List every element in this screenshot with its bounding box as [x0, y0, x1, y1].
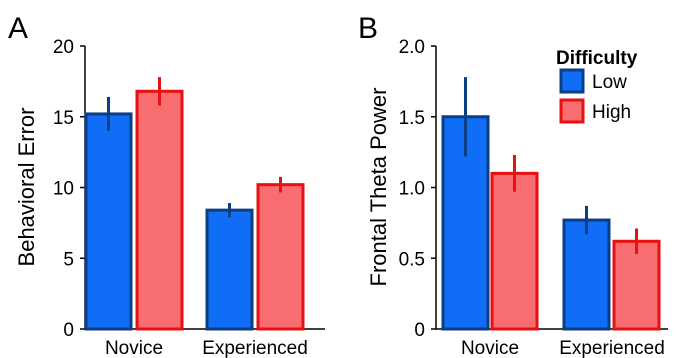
panel-b-x-tick-label-novice: Novice — [461, 338, 519, 358]
panel-a-bar-high-experienced — [256, 183, 305, 331]
panel-b-y-axis-title: Frontal Theta Power — [366, 88, 391, 287]
legend-label-high: High — [592, 102, 631, 123]
panel-b-bar-high-novice — [490, 171, 539, 331]
panel-a-y-tick-label: 0 — [63, 320, 74, 341]
panel-b-y-tick-label: 2.0 — [399, 37, 425, 58]
panel-b: B Frontal Theta Power 0 0.5 1.0 1.5 2.0 Novic… — [358, 12, 668, 358]
panel-b-y-tick-label: 1.5 — [399, 108, 425, 129]
panel-a-plot-area: 0 5 10 15 20 Novice Experienced — [53, 37, 325, 358]
panel-b-bar-low-experienced — [562, 218, 611, 331]
panel-a-x-tick-label-novice: Novice — [105, 338, 163, 358]
panel-a-y-tick-label: 10 — [53, 179, 74, 200]
panel-a-bar-low-novice — [84, 112, 133, 331]
panel-b-plot-area: 0 0.5 1.0 1.5 2.0 Novice Experienced — [399, 37, 668, 358]
panel-b-y-tick-label: 0.5 — [399, 249, 425, 270]
panel-a-y-tick-label: 15 — [53, 108, 74, 129]
legend: Difficulty Low High — [556, 48, 638, 124]
legend-title: Difficulty — [556, 48, 638, 69]
legend-swatch-high — [559, 98, 585, 124]
legend-label-low: Low — [592, 72, 627, 93]
panel-b-label: B — [358, 12, 378, 45]
panel-a-label: A — [8, 12, 28, 45]
panel-a-y-tick-label: 5 — [63, 249, 74, 270]
panel-a-bar-low-experienced — [205, 208, 254, 331]
panel-a-x-tick-label-experienced: Experienced — [202, 338, 308, 358]
panel-b-y-tick-label: 1.0 — [399, 179, 425, 200]
panel-a: A Behavioral Error 0 5 10 15 20 Novice Experie… — [8, 12, 325, 358]
panel-b-y-tick-label: 0 — [414, 320, 425, 341]
panel-b-x-tick-label-experienced: Experienced — [559, 338, 665, 358]
panel-a-y-axis-title: Behavioral Error — [14, 108, 39, 267]
panel-a-bar-high-novice — [135, 89, 184, 331]
legend-swatch-low — [559, 68, 585, 94]
panel-b-bar-high-experienced — [612, 239, 661, 331]
panel-a-y-tick-label: 20 — [53, 37, 74, 58]
